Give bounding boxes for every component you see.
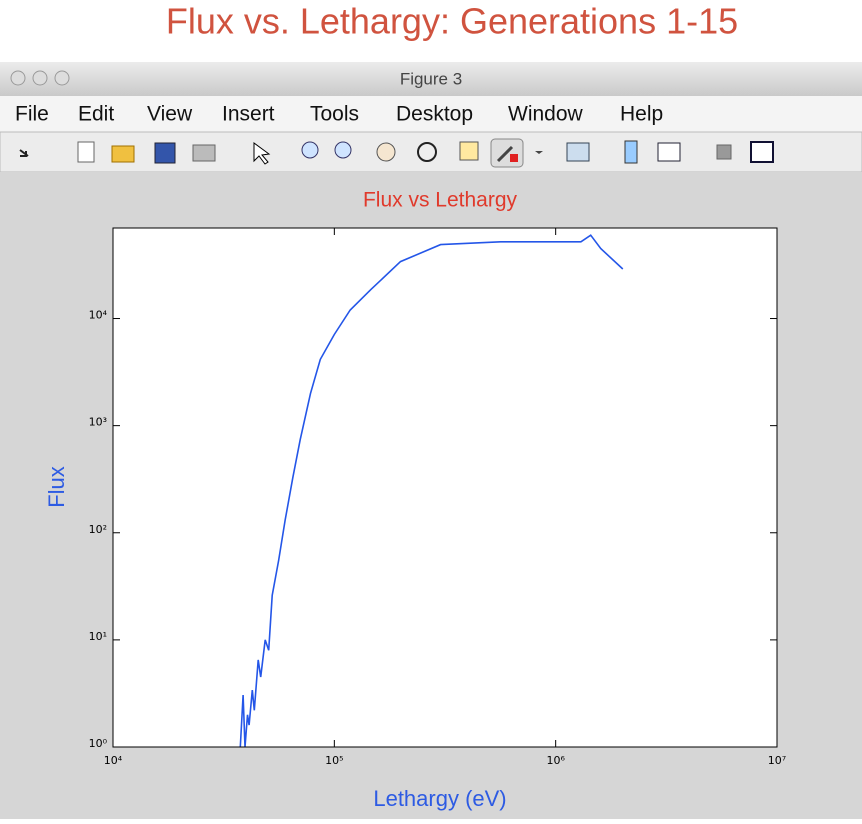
y-axis-label: Flux xyxy=(44,466,69,508)
plot: 10⁴ 10⁵ 10⁶ 10⁷ 10⁰ 10¹ 10² 10³ 10⁴ xyxy=(89,228,786,767)
menu-item[interactable]: Edit xyxy=(78,103,114,126)
show-tools-icon[interactable] xyxy=(750,141,774,163)
menu-item[interactable]: File xyxy=(15,103,49,126)
page-title: Flux vs. Lethargy: Generations 1-15 xyxy=(166,1,738,42)
brush-color xyxy=(510,154,518,162)
brush-dropdown[interactable] xyxy=(535,151,543,154)
y-tick-label: 10¹ xyxy=(89,630,107,643)
minimize-button[interactable] xyxy=(32,70,48,86)
x-tick-label: 10⁴ xyxy=(104,754,123,767)
legend-icon[interactable] xyxy=(657,142,681,162)
menu-item[interactable]: Insert xyxy=(222,103,275,126)
brush-icon xyxy=(496,145,514,163)
pan-icon[interactable] xyxy=(376,142,396,162)
x-axis-label: Lethargy (eV) xyxy=(373,786,506,811)
plot-area xyxy=(113,228,777,747)
close-button[interactable] xyxy=(10,70,26,86)
y-tick-label: 10² xyxy=(89,523,107,536)
zoom-in-icon[interactable] xyxy=(301,141,319,159)
hide-tools-icon[interactable] xyxy=(716,144,732,160)
axes-box xyxy=(112,227,778,748)
window-title: Figure 3 xyxy=(400,69,462,88)
menu-item[interactable]: Window xyxy=(508,103,584,126)
menu-item[interactable]: Desktop xyxy=(396,103,473,126)
print-icon[interactable] xyxy=(192,144,216,162)
rotate-icon[interactable] xyxy=(417,142,437,162)
zoom-button[interactable] xyxy=(54,70,70,86)
save-icon[interactable] xyxy=(154,142,176,164)
datacursor-icon[interactable] xyxy=(459,141,479,161)
x-tick-label: 10⁵ xyxy=(325,754,343,767)
x-tick-label: 10⁷ xyxy=(768,754,786,767)
data-line xyxy=(239,234,624,748)
chart-title: Flux vs Lethargy xyxy=(363,189,518,212)
y-tick-label: 10⁴ xyxy=(89,309,108,322)
x-tick-label: 10⁶ xyxy=(546,754,565,767)
colorbar-icon[interactable] xyxy=(624,140,638,164)
y-tick-label: 10³ xyxy=(89,416,107,429)
menu-bar xyxy=(0,96,862,132)
open-icon[interactable] xyxy=(111,145,135,163)
menu-item[interactable]: Tools xyxy=(310,103,359,126)
new-icon[interactable] xyxy=(77,141,95,163)
toolbar-icons xyxy=(19,138,774,168)
pointer-icon[interactable] xyxy=(253,142,271,165)
title-bar xyxy=(0,62,862,96)
menu-item[interactable]: Help xyxy=(620,103,663,126)
link-icon[interactable] xyxy=(566,142,590,162)
menu: File Edit View Insert Tools Desktop Window Help xyxy=(15,103,663,126)
menu-item[interactable]: View xyxy=(147,103,193,126)
dock-icon[interactable] xyxy=(19,149,29,157)
zoom-out-icon[interactable] xyxy=(334,141,352,159)
y-tick-label: 10⁰ xyxy=(89,737,108,750)
